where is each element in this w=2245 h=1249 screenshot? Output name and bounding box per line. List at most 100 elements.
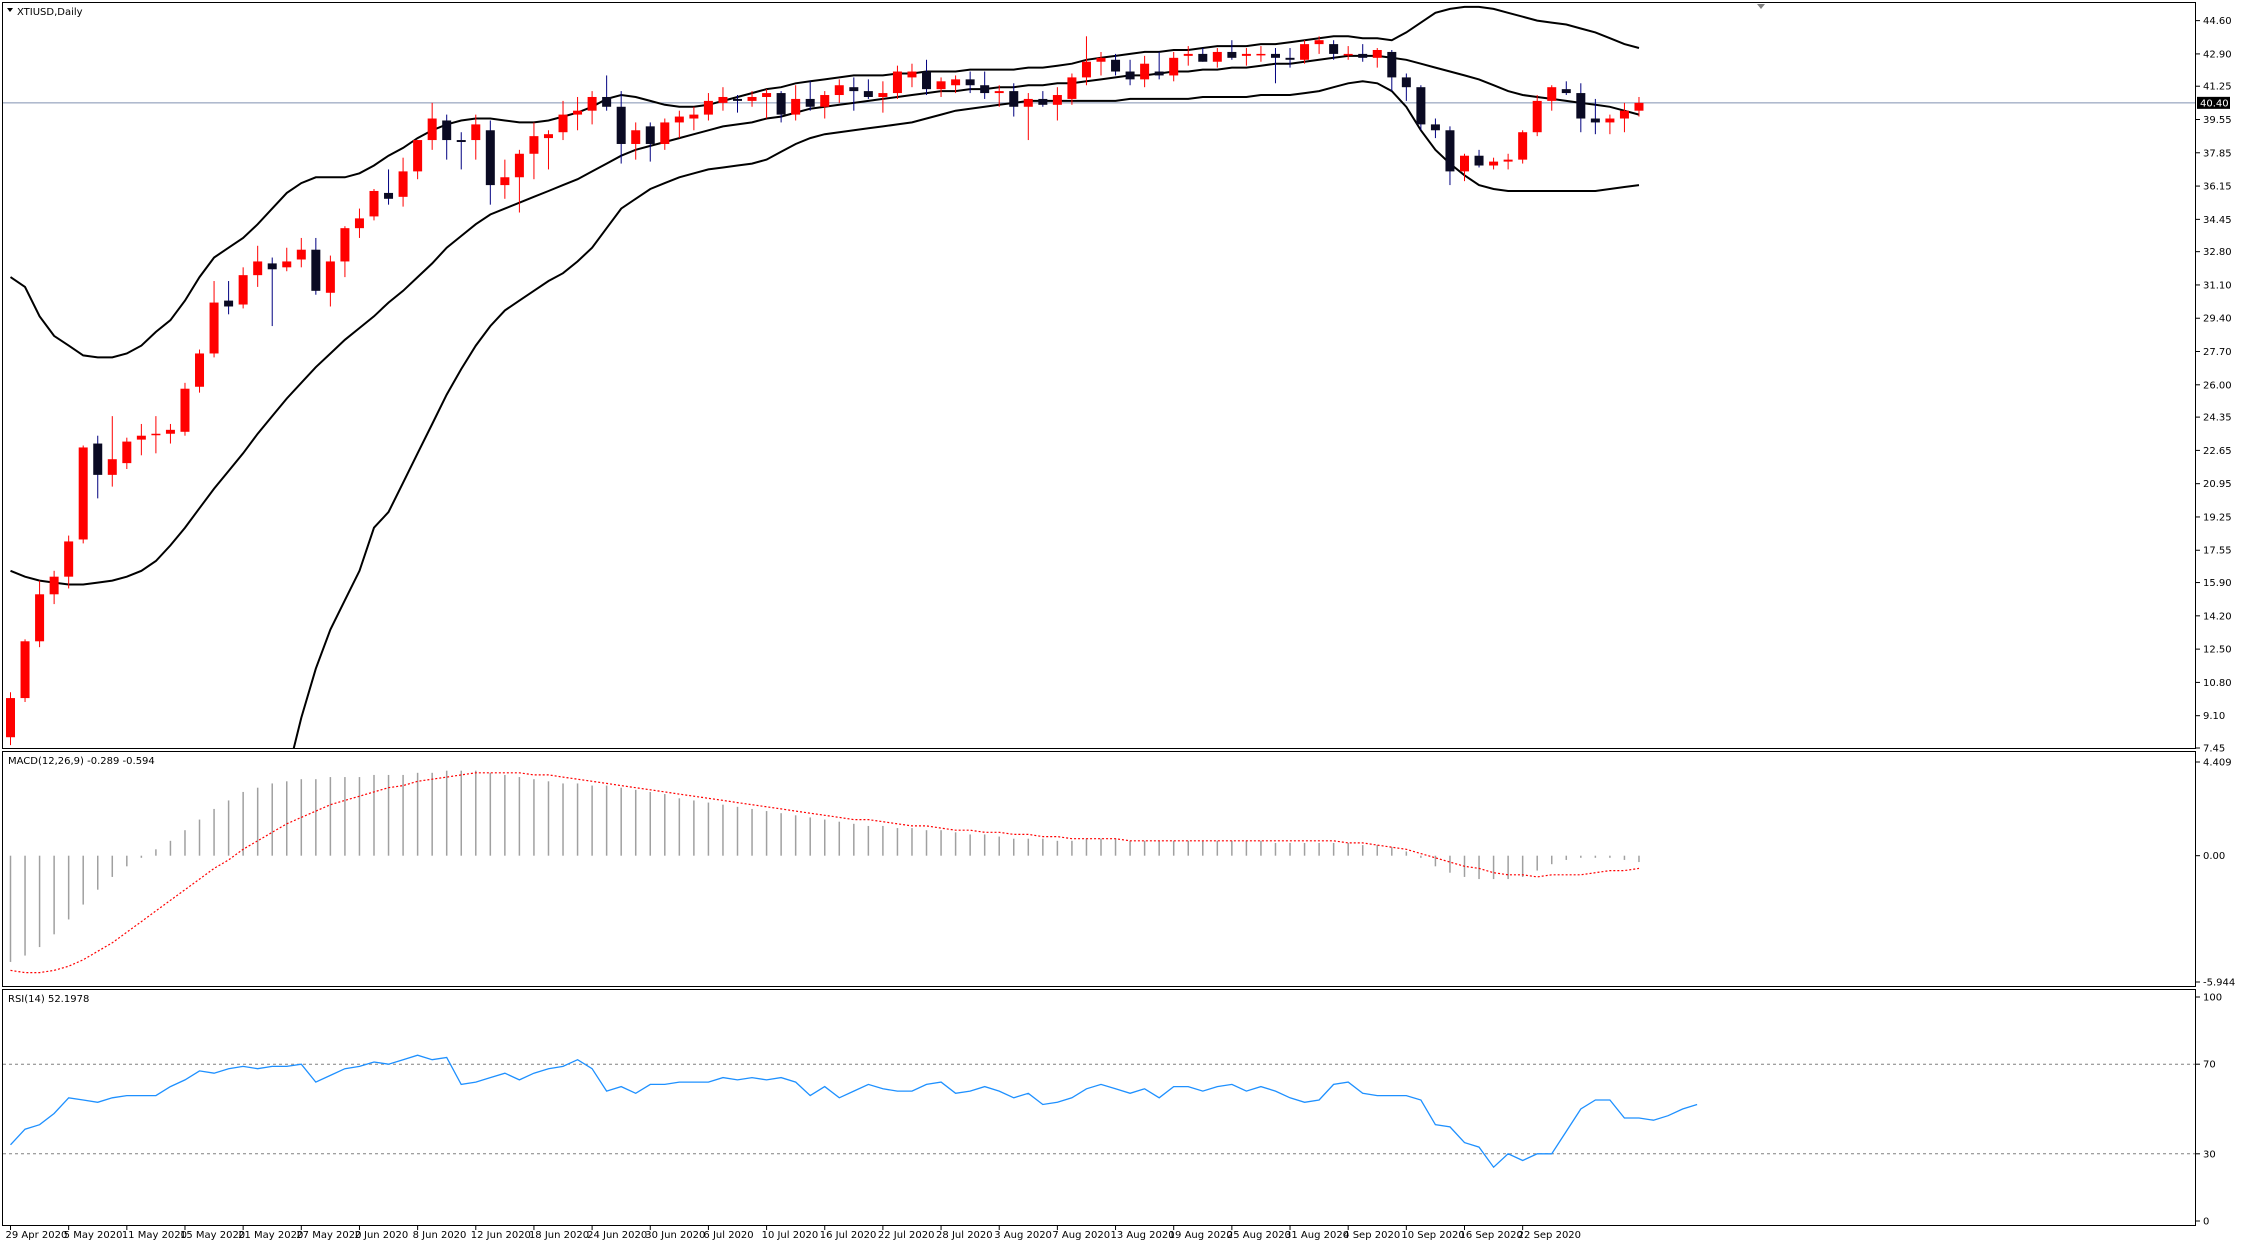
candle-body [1460,155,1469,172]
candle [427,102,437,150]
candle [733,95,742,113]
price-y-tick-label: 44.60 [2203,16,2232,27]
macd-label: MACD(12,26,9) -0.289 -0.594 [8,756,155,767]
candle [631,122,641,160]
candle [776,91,786,123]
candle-body [1300,44,1310,60]
candle [253,245,263,287]
candle-body [674,116,684,123]
candle-body [340,228,350,262]
price-plot-area [3,5,2195,748]
candle-body [136,435,146,440]
x-tick-label: 21 May 2020 [238,1230,303,1241]
price-y-tick-label: 9.10 [2203,711,2225,722]
candle-body [122,441,132,464]
x-tick-label: 19 Aug 2020 [1169,1230,1233,1241]
candle [674,110,684,139]
candle [543,130,553,170]
candle [311,237,321,295]
candle-body [267,263,277,270]
candle-body [1125,71,1135,80]
candle [1314,36,1324,54]
price-y-tick-label: 12.50 [2203,645,2232,656]
candle [1474,149,1484,168]
candle [1605,114,1615,135]
candle [1183,46,1193,66]
price-y-tick-label: 36.15 [2203,182,2232,193]
candle [1111,53,1121,76]
rsi-y-tick-label: 70 [2203,1060,2216,1071]
candle-body [820,95,830,107]
candle-body [543,134,553,139]
candle-body [1314,40,1324,45]
symbol-label: XTIUSD,Daily [17,7,83,18]
macd-series [9,770,1640,974]
candle [922,59,932,96]
candle [165,423,175,444]
candle-body [762,93,772,97]
band-lower-line [292,80,1640,748]
candle-body [1227,51,1237,58]
x-tick-label: 2 Jun 2020 [354,1230,408,1241]
candle [1256,46,1266,62]
candle [1619,102,1629,133]
candle [107,416,117,487]
candle-body [35,594,45,642]
candle [1547,85,1557,111]
x-tick-label: 18 Jun 2020 [529,1230,589,1241]
candle-body [1503,159,1513,162]
candle [325,255,335,307]
candle-body [1270,53,1280,58]
shift-marker-icon[interactable] [1757,4,1765,9]
candle-body [253,261,263,276]
candle-body [514,153,524,178]
price-y-tick-label: 19.25 [2203,512,2232,523]
candle-body [587,96,597,111]
candle [122,437,132,469]
x-tick-label: 16 Sep 2020 [1460,1230,1523,1241]
candle-body [791,98,801,115]
candle [282,247,292,272]
price-series [3,5,2195,748]
x-tick-label: 31 Aug 2020 [1285,1230,1349,1241]
candle [994,85,1004,107]
candle-body [1183,53,1193,56]
current-price-badge [2197,96,2230,109]
candle-body [878,93,888,97]
macd-signal-line [10,772,1640,974]
x-tick-label: 29 Apr 2020 [6,1230,68,1241]
candle-body [456,140,466,143]
candle [485,120,495,205]
candle-body [733,98,742,101]
candle-body [1561,89,1571,94]
candle [936,77,946,97]
candle-body [6,698,15,738]
candle [514,149,524,213]
candle-body [442,120,452,141]
candle-body [1518,132,1528,160]
candle [1052,87,1062,121]
candle-body [922,71,932,90]
candle [747,91,757,107]
candle-body [776,93,786,115]
candle [907,63,917,88]
candle-body [1067,77,1077,99]
x-tick-label: 13 Aug 2020 [1111,1230,1175,1241]
candle-body [1576,93,1586,119]
candle-body [1387,51,1397,78]
candle-body [951,79,961,86]
price-y-tick-label: 39.55 [2203,115,2232,126]
price-y-tick-label: 29.40 [2203,314,2232,325]
candle [354,208,364,238]
candle-body [805,98,815,107]
candle-body [1198,53,1208,62]
candle-body [93,443,103,475]
candle [456,132,466,170]
candle-body [689,114,699,119]
candle-body [1052,95,1062,105]
candle [718,87,728,111]
candle-body [180,388,190,432]
dropdown-triangle-icon[interactable] [7,8,13,12]
candle [64,535,74,589]
